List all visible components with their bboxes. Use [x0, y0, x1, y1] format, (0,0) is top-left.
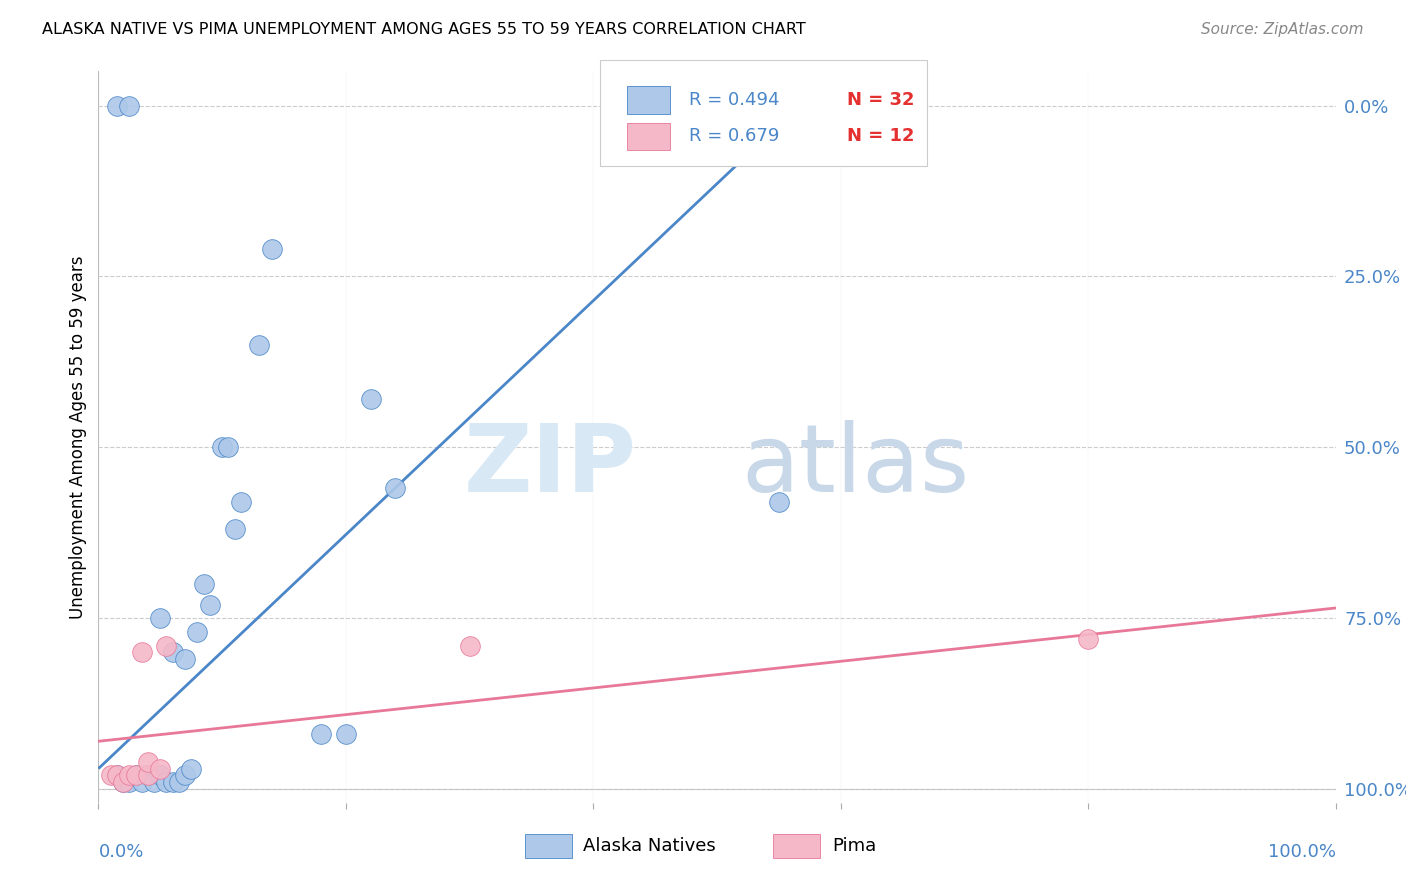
Text: R = 0.679: R = 0.679	[689, 128, 779, 145]
FancyBboxPatch shape	[627, 86, 671, 114]
Point	[309, 727, 332, 741]
Text: Pima: Pima	[832, 837, 876, 855]
Y-axis label: Unemployment Among Ages 55 to 59 years: Unemployment Among Ages 55 to 59 years	[69, 255, 87, 619]
Point	[384, 481, 406, 495]
Point	[155, 639, 177, 653]
Point	[124, 768, 146, 782]
Point	[198, 598, 221, 612]
Point	[143, 775, 166, 789]
Text: 100.0%: 100.0%	[1268, 843, 1336, 861]
Point	[124, 768, 146, 782]
Point	[174, 652, 197, 666]
FancyBboxPatch shape	[627, 122, 671, 151]
Point	[768, 495, 790, 509]
Point	[136, 755, 159, 769]
Point	[149, 611, 172, 625]
Point	[131, 645, 153, 659]
Point	[193, 577, 215, 591]
Point	[100, 768, 122, 782]
Text: Source: ZipAtlas.com: Source: ZipAtlas.com	[1201, 22, 1364, 37]
Point	[149, 768, 172, 782]
Point	[118, 98, 141, 112]
Point	[105, 98, 128, 112]
Point	[180, 762, 202, 776]
Point	[149, 762, 172, 776]
Point	[224, 522, 246, 536]
Text: Alaska Natives: Alaska Natives	[583, 837, 716, 855]
FancyBboxPatch shape	[773, 834, 820, 858]
FancyBboxPatch shape	[599, 61, 928, 167]
Point	[136, 768, 159, 782]
Point	[335, 727, 357, 741]
Point	[162, 775, 184, 789]
Point	[1077, 632, 1099, 646]
Text: ZIP: ZIP	[464, 420, 637, 512]
Text: 0.0%: 0.0%	[98, 843, 143, 861]
Point	[260, 242, 283, 256]
Point	[167, 775, 190, 789]
Point	[118, 768, 141, 782]
Point	[174, 768, 197, 782]
Text: N = 32: N = 32	[846, 91, 914, 109]
Text: ALASKA NATIVE VS PIMA UNEMPLOYMENT AMONG AGES 55 TO 59 YEARS CORRELATION CHART: ALASKA NATIVE VS PIMA UNEMPLOYMENT AMONG…	[42, 22, 806, 37]
Point	[458, 639, 481, 653]
Point	[112, 775, 135, 789]
Point	[229, 495, 252, 509]
Point	[131, 775, 153, 789]
Point	[211, 440, 233, 454]
Text: R = 0.494: R = 0.494	[689, 91, 779, 109]
Point	[105, 768, 128, 782]
Point	[136, 768, 159, 782]
Point	[162, 645, 184, 659]
Point	[360, 392, 382, 407]
Point	[247, 338, 270, 352]
Point	[105, 768, 128, 782]
Point	[118, 775, 141, 789]
Text: N = 12: N = 12	[846, 128, 914, 145]
Text: atlas: atlas	[742, 420, 970, 512]
Point	[112, 775, 135, 789]
Point	[217, 440, 239, 454]
Point	[155, 775, 177, 789]
Point	[186, 624, 208, 639]
FancyBboxPatch shape	[526, 834, 572, 858]
